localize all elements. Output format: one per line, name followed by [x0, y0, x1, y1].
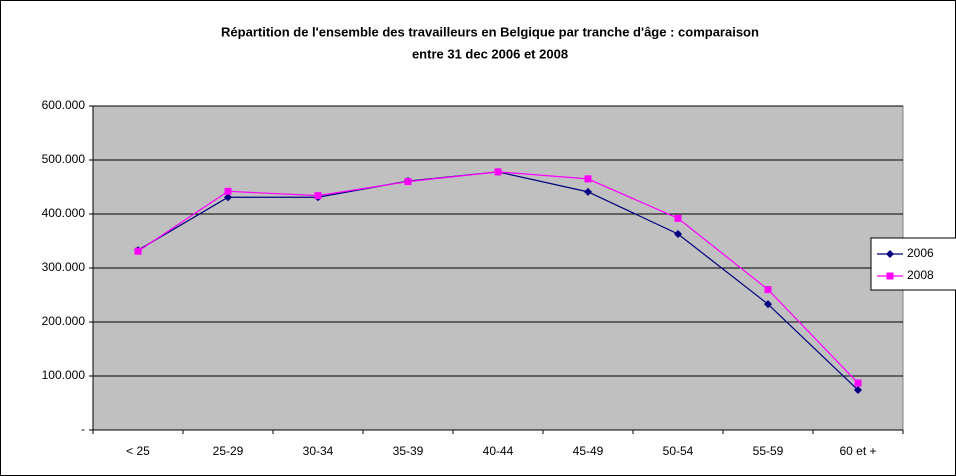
point — [886, 272, 894, 280]
point — [854, 379, 862, 387]
point — [886, 250, 894, 258]
y-tick-label: 600.000 — [42, 98, 86, 112]
x-tick-label: 55-59 — [753, 444, 784, 458]
point — [674, 229, 682, 238]
y-tick-label: 200.000 — [42, 314, 86, 328]
chart-title: entre 31 dec 2006 et 2008 — [412, 46, 568, 61]
point — [764, 300, 772, 309]
x-tick-label: 40-44 — [483, 444, 514, 458]
point — [584, 187, 592, 196]
point — [404, 178, 412, 186]
legend — [870, 237, 956, 291]
legend-label: 2008 — [907, 268, 934, 282]
point — [314, 192, 322, 200]
x-tick-label: 50-54 — [663, 444, 694, 458]
y-tick-label: - — [81, 422, 85, 436]
y-tick-label: 300.000 — [42, 260, 86, 274]
x-tick-label: 25-29 — [213, 444, 244, 458]
y-tick-label: 500.000 — [42, 152, 86, 166]
x-tick-label: 60 et + — [839, 444, 876, 458]
x-tick-label: 35-39 — [393, 444, 424, 458]
legend-label: 2006 — [907, 246, 934, 260]
y-tick-label: 400.000 — [42, 206, 86, 220]
point — [224, 187, 232, 195]
point — [674, 214, 682, 222]
point — [584, 175, 592, 183]
point — [764, 286, 772, 294]
chart-title: Répartition de l'ensemble des travailleu… — [221, 24, 759, 39]
x-tick-label: < 25 — [126, 444, 150, 458]
point — [854, 386, 862, 395]
x-tick-label: 45-49 — [573, 444, 604, 458]
point — [134, 247, 142, 255]
x-tick-label: 30-34 — [303, 444, 334, 458]
point — [224, 193, 232, 202]
y-tick-label: 100.000 — [42, 368, 86, 382]
point — [494, 168, 502, 176]
